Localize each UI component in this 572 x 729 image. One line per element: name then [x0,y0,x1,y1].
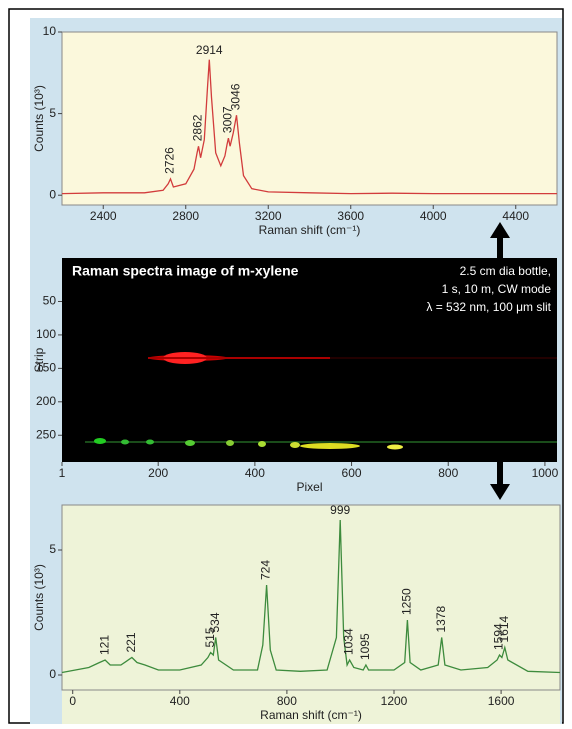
x-tick-label: 2800 [172,209,199,223]
band [146,439,154,445]
spectrum-line [61,59,557,195]
peak-label: 1250 [400,588,414,615]
y-tick-label: 250 [36,427,56,441]
x-tick-label: 1200 [381,694,408,708]
image-note: λ = 532 nm, 100 μm slit [426,300,551,314]
x-tick-label: 400 [245,466,265,480]
x-tick-label: 800 [277,694,297,708]
x-tick-label: 800 [438,466,458,480]
y-tick-label: 200 [36,394,56,408]
y-axis-label: Counts (10³) [32,564,46,631]
x-tick-label: 4000 [420,209,447,223]
x-tick-label: 3200 [255,209,282,223]
band [387,444,403,450]
y-tick-label: 50 [43,294,57,308]
band [185,440,195,446]
x-axis-label: Raman shift (cm⁻¹) [259,223,361,237]
peak-label: 1034 [342,628,356,655]
plot-area [62,32,557,205]
peak-label: 1378 [434,605,448,632]
peak-label: 1614 [497,615,511,642]
y-tick-label: 100 [36,327,56,341]
arrows [490,222,510,500]
spectrum-line [61,519,561,674]
band [300,443,360,449]
x-tick-label: 200 [148,466,168,480]
peak-label: 724 [259,560,273,580]
x-tick-label: 1 [59,466,66,480]
band [290,442,300,448]
peak-label: 1594 [492,623,506,650]
x-tick-label: 600 [342,466,362,480]
x-axis-label: Raman shift (cm⁻¹) [260,708,362,722]
x-axis-label: Pixel [296,480,322,494]
peak-label: 515 [203,627,217,647]
x-tick-label: 1000 [532,466,559,480]
y-tick-label: 10 [43,24,57,38]
peak-label: 2862 [191,114,205,141]
y-tick-label: 5 [49,106,56,120]
arrow-head [490,484,510,500]
x-tick-label: 0 [69,694,76,708]
image-bands [85,352,557,450]
peak-label: 221 [124,632,138,652]
band [121,439,129,445]
plot-frame [61,31,558,206]
arrow-head [490,222,510,238]
peak-label: 534 [208,612,222,632]
x-tick-label: 2400 [90,209,117,223]
peak-label: 2726 [163,147,177,174]
y-tick-label: 0 [49,187,56,201]
y-axis-label: Strip [32,347,46,372]
peak-label: 3046 [229,83,243,110]
peak-label: 2914 [196,43,223,57]
x-tick-label: 1600 [488,694,515,708]
plot-area [62,505,560,724]
band [94,438,106,444]
image-note: 2.5 cm dia bottle, [460,264,551,278]
image-note: 1 s, 10 m, CW mode [442,282,552,296]
y-tick-label: 150 [36,361,56,375]
peak-label: 1095 [358,633,372,660]
image-area [62,258,557,462]
x-tick-label: 3600 [337,209,364,223]
y-tick-label: 5 [49,542,56,556]
peak-label: 999 [330,503,350,517]
x-tick-label: 4400 [502,209,529,223]
band [258,441,266,447]
peak-label: 3007 [221,106,235,133]
image-title: Raman spectra image of m-xylene [72,263,299,279]
band [226,440,234,446]
y-tick-label: 0 [49,667,56,681]
y-axis-label: Counts (10³) [32,85,46,152]
peak-label: 121 [97,635,111,655]
plot-frame [61,504,561,691]
x-tick-label: 400 [170,694,190,708]
